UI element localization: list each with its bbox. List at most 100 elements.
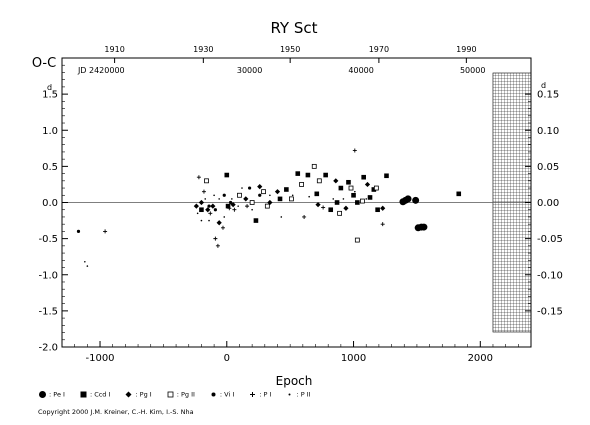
point-pg-ii: [264, 203, 270, 209]
point-ccd-i: [351, 192, 356, 198]
x-tick-label: 0: [224, 353, 230, 364]
legend-label: : Ccd I: [89, 390, 111, 399]
right-tick-label: 0.00: [537, 198, 559, 209]
point-vi-i: [213, 208, 217, 212]
legend-label: : Pe I: [49, 390, 65, 399]
point-p-ii: [354, 190, 356, 193]
legend-label: : Vi I: [219, 390, 235, 399]
point-p-ii: [213, 194, 215, 197]
x-axis-label: Epoch: [276, 374, 313, 388]
point-pe-i: [404, 195, 412, 203]
point-ccd-i: [361, 174, 366, 180]
point-p-ii: [365, 198, 368, 200]
point-pg-i: [198, 199, 205, 206]
legend-item: : P I: [248, 390, 271, 399]
right-corner-label: d: [541, 81, 546, 90]
point-pg-i: [343, 205, 349, 211]
year-label: 1910: [104, 45, 124, 54]
point-p-ii: [204, 198, 207, 200]
point-ccd-i: [355, 200, 360, 205]
point-p-ii: [308, 195, 310, 198]
point-p-ii: [86, 265, 89, 267]
point-pg-i: [216, 220, 222, 226]
year-label: 1970: [369, 45, 389, 54]
point-p-ii: [342, 198, 345, 200]
point-pg-i: [205, 207, 211, 213]
point-p-ii: [280, 216, 283, 218]
point-p-i: [103, 229, 108, 234]
point-pg-i: [364, 181, 371, 188]
jd-label: 50000: [460, 66, 485, 75]
point-ccd-i: [277, 196, 283, 202]
right-tick-label: 0.05: [537, 162, 559, 173]
point-p-ii: [200, 219, 203, 222]
y-tick-label: -1.0: [38, 270, 58, 281]
point-ccd-i: [323, 172, 328, 178]
point-p-ii: [196, 212, 199, 215]
point-p-i: [201, 189, 206, 194]
point-pg-ii: [360, 198, 365, 204]
legend-item: : Ccd I: [79, 390, 110, 399]
jd-label: 30000: [237, 66, 262, 75]
point-pg-ii: [348, 185, 354, 191]
point-p-i: [380, 222, 385, 227]
legend-item: : Vi I: [209, 390, 234, 399]
point-pg-ii: [337, 210, 342, 216]
point-ccd-i: [224, 172, 230, 178]
point-pg-ii: [311, 163, 317, 169]
legend-label: : Pg II: [176, 390, 195, 399]
jd-label: 40000: [348, 66, 373, 75]
legend-marker: [125, 391, 132, 398]
point-ccd-i: [295, 171, 301, 176]
legend: : Pe I: Ccd I: Pg I: Pg II: Vi I: P I: P…: [38, 390, 325, 399]
point-p-ii: [314, 194, 317, 197]
right-tick-label: -0.10: [537, 270, 563, 281]
right-tick-label: 0.10: [537, 126, 559, 137]
point-ccd-i: [456, 191, 462, 197]
point-pe-i: [420, 223, 428, 231]
point-p-i: [245, 204, 250, 209]
point-ccd-i: [199, 207, 204, 213]
point-p-i: [213, 236, 218, 241]
point-p-ii: [291, 194, 294, 197]
right-tick-label: -0.15: [537, 306, 563, 317]
y-tick-label: 0.5: [42, 162, 58, 173]
point-p-i: [220, 225, 225, 230]
point-p-ii: [237, 205, 239, 207]
point-pg-i: [257, 184, 263, 190]
point-p-ii: [269, 194, 271, 197]
point-p-i: [352, 148, 357, 153]
legend-item: : Pe I: [38, 390, 65, 399]
point-ccd-i: [371, 187, 377, 192]
point-pg-i: [243, 196, 249, 202]
y-axis-label: O-C: [32, 56, 56, 71]
point-p-ii: [241, 187, 243, 189]
point-ccd-i: [338, 185, 344, 191]
point-p-ii: [231, 198, 233, 200]
point-pg-i: [210, 203, 216, 209]
year-label: 1950: [280, 45, 300, 54]
legend-marker: [39, 391, 46, 398]
point-ccd-i: [334, 200, 340, 205]
point-pg-i: [315, 202, 321, 208]
point-vi-i: [222, 193, 226, 197]
point-ccd-i: [346, 179, 351, 185]
year-label: 1990: [456, 45, 476, 54]
y-tick-label: -1.5: [38, 306, 58, 317]
point-ccd-i: [314, 191, 320, 197]
point-pg-ii: [289, 196, 294, 202]
legend-label: : P I: [259, 390, 272, 399]
point-p-ii: [223, 216, 226, 218]
right-tick-label: 0.15: [537, 90, 559, 101]
chart-title: RY Sct: [270, 19, 317, 37]
point-pg-i: [267, 199, 273, 206]
point-p-i: [196, 175, 201, 180]
point-p-ii: [84, 260, 86, 263]
legend-marker: [211, 392, 216, 397]
point-p-i: [232, 207, 237, 212]
point-pg-ii: [261, 189, 266, 195]
x-tick-label: 1000: [341, 353, 366, 364]
y-tick-label: -0.5: [38, 234, 58, 245]
point-ccd-i: [284, 187, 289, 192]
